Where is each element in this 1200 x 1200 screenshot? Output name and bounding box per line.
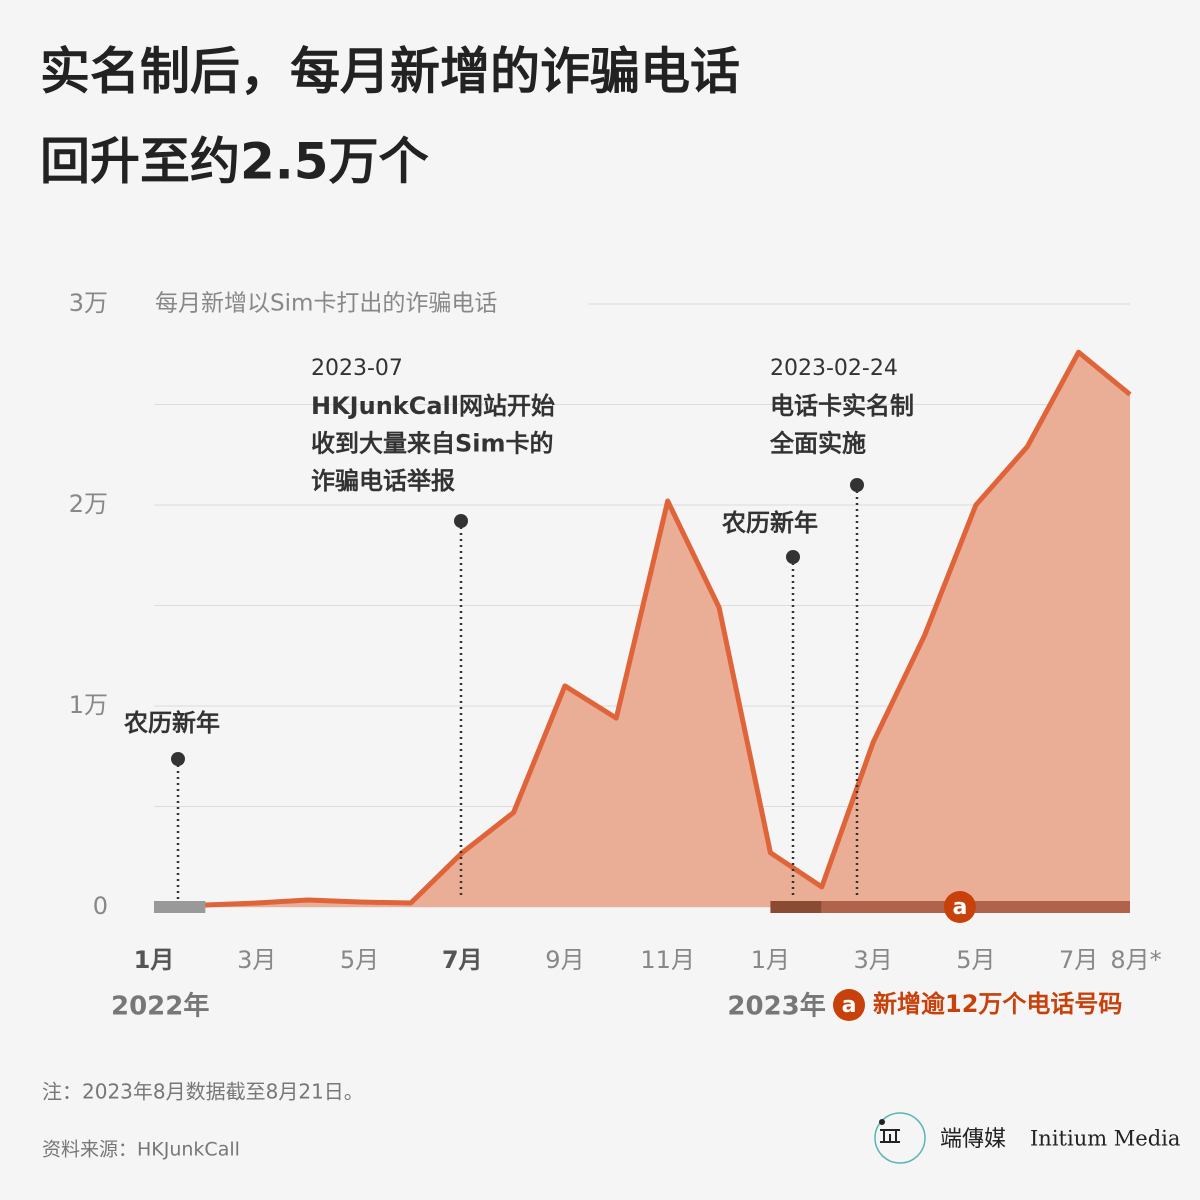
source: 资料来源：HKJunkCall bbox=[42, 1139, 240, 1161]
x-tick-label: 5月 bbox=[956, 946, 995, 974]
year-label: 2023年 bbox=[727, 991, 825, 1022]
annotation-dot bbox=[786, 550, 800, 564]
annotation-text: 农历新年 bbox=[721, 509, 818, 537]
x-tick-label: 9月 bbox=[545, 946, 584, 974]
legend-marker bbox=[833, 989, 865, 1021]
period-bar bbox=[154, 901, 206, 913]
period-bar bbox=[770, 901, 822, 913]
legend-marker-label: a bbox=[842, 993, 857, 1018]
annotation-date: 2023-02-24 bbox=[770, 356, 898, 381]
annotation-dot bbox=[850, 478, 864, 492]
year-label: 2022年 bbox=[111, 991, 209, 1022]
logo-en: Initium Media bbox=[1030, 1127, 1180, 1151]
logo-glyph bbox=[880, 1129, 900, 1143]
logo-zh: 端傳媒 bbox=[940, 1127, 1006, 1152]
x-tick-label: 7月 bbox=[1059, 946, 1098, 974]
period-marker-label: a bbox=[952, 895, 967, 920]
x-tick-label: 3月 bbox=[854, 946, 893, 974]
y-tick-label: 1万 bbox=[69, 691, 108, 719]
annotation-text: HKJunkCall网站开始 bbox=[311, 392, 555, 420]
title-line: 回升至约2.5万个 bbox=[40, 133, 429, 191]
annotation-text: 全面实施 bbox=[769, 430, 866, 458]
x-tick-label: 5月 bbox=[340, 946, 379, 974]
y-axis-label: 每月新增以Sim卡打出的诈骗电话 bbox=[155, 291, 497, 317]
area bbox=[154, 352, 1130, 907]
x-tick-label: 7月 bbox=[442, 946, 483, 974]
legend-text: 新增逾12万个电话号码 bbox=[873, 990, 1122, 1018]
logo-circle bbox=[874, 1112, 926, 1164]
x-tick-label: 8月* bbox=[1110, 946, 1161, 974]
annotation-dot bbox=[454, 514, 468, 528]
logo-dot bbox=[879, 1119, 885, 1125]
chart: 0 1万 2万 3万 每月新增以Sim卡打出的诈骗电话 a 1月 3月 5月 7月 9月 11月 1月 3… bbox=[69, 289, 1162, 1022]
annotation-text: 电话卡实名制 bbox=[770, 392, 914, 420]
x-tick-label: 11月 bbox=[640, 946, 695, 974]
footnote: 注：2023年8月数据截至8月21日。 bbox=[42, 1080, 364, 1104]
annotation-text: 农历新年 bbox=[123, 709, 220, 737]
annotation-text: 诈骗电话举报 bbox=[311, 467, 455, 495]
y-tick-label: 3万 bbox=[69, 289, 108, 317]
x-tick-label: 3月 bbox=[237, 946, 276, 974]
x-tick-label: 1月 bbox=[751, 946, 790, 974]
period-marker bbox=[943, 891, 976, 923]
line bbox=[154, 349, 1132, 908]
y-tick-label: 2万 bbox=[69, 490, 108, 518]
logo: 端傳媒 Initium Media bbox=[874, 1112, 1180, 1164]
annotation-text: 收到大量来自Sim卡的 bbox=[311, 430, 554, 458]
x-tick-label: 1月 bbox=[134, 946, 175, 974]
period-bar bbox=[821, 901, 1130, 913]
annotation-dot bbox=[171, 752, 185, 766]
title-line: 实名制后，每月新增的诈骗电话 bbox=[40, 43, 740, 101]
y-tick-label: 0 bbox=[93, 892, 108, 920]
annotation-date: 2023-07 bbox=[311, 356, 403, 381]
